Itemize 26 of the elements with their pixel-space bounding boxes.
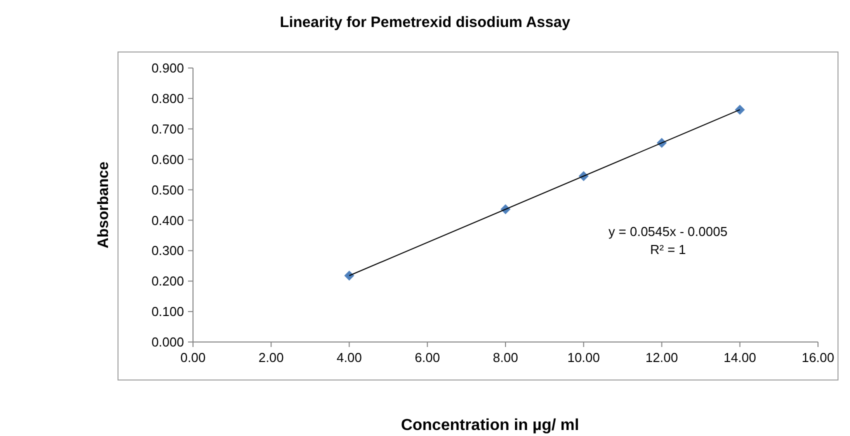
y-tick-label: 0.600 (151, 152, 184, 167)
x-tick-label: 16.00 (802, 350, 834, 365)
x-tick-label: 10.00 (567, 350, 600, 365)
point (734, 104, 745, 115)
y-tick-label: 0.800 (151, 90, 184, 106)
y-tick-label: 0.400 (151, 212, 184, 228)
x-axis-title: Concentration in µg/ ml (400, 417, 580, 434)
y-tick-label: 0.900 (151, 60, 184, 76)
y-tick-label: 0.000 (151, 334, 184, 350)
x-tick-label: 12.00 (645, 350, 678, 365)
x-tick-label: 2.00 (258, 350, 284, 365)
y-tick-label: 0.100 (151, 304, 184, 320)
y-axis-title: Absorbance (95, 162, 112, 248)
annotation: y = 0.0545x - 0.0005 (608, 224, 728, 239)
annotation: R² = 1 (650, 242, 686, 257)
point (344, 270, 354, 281)
y-tick-label: 0.700 (151, 121, 184, 136)
y-tick-label: 0.200 (151, 274, 184, 289)
x-tick-label: 6.00 (414, 350, 440, 365)
x-tick-label: 14.00 (724, 350, 756, 365)
chart-title: Linearity for Pemetrexid disodium Assay (280, 14, 571, 31)
x-tick-label: 8.00 (492, 350, 518, 365)
x-tick-label: 4.00 (336, 350, 362, 365)
x-tick-label: 0.00 (180, 350, 206, 365)
y-tick-label: 0.500 (151, 182, 184, 198)
y-tick-label: 0.300 (151, 243, 184, 258)
